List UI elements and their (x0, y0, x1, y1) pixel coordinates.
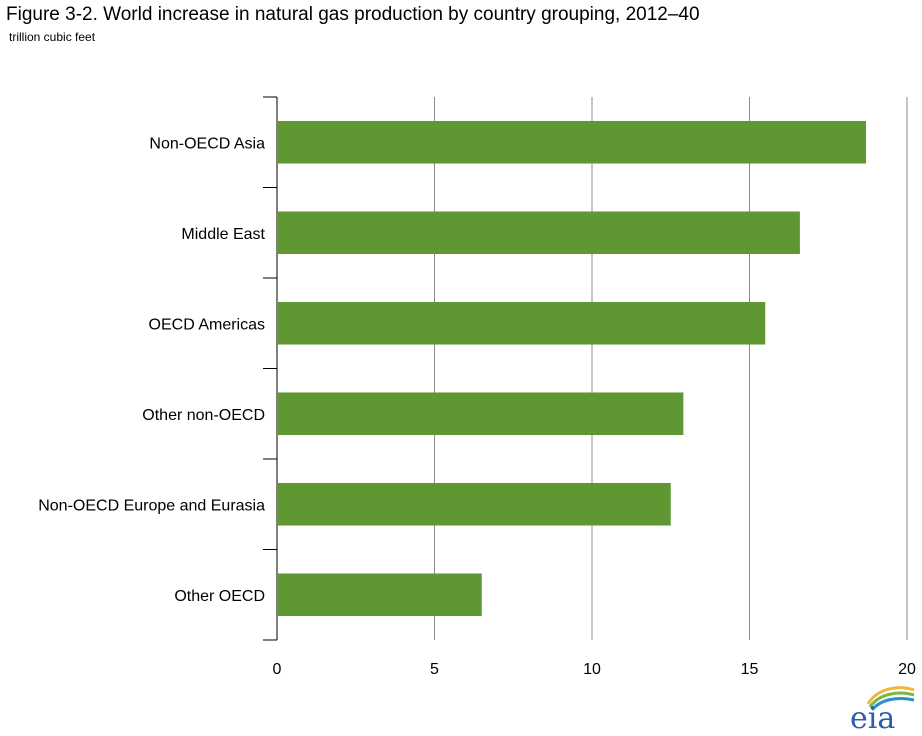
category-label-2: Middle East (181, 226, 265, 243)
bar-3 (278, 301, 766, 345)
bar-5 (278, 482, 671, 526)
x-tick-label-3: 15 (741, 661, 759, 678)
x-tick-label-2: 10 (583, 661, 601, 678)
chart-title: Figure 3-2. World increase in natural ga… (6, 4, 700, 25)
eia-logo-icon: eia (850, 686, 915, 732)
bar-6 (278, 573, 482, 617)
chart-subtitle: trillion cubic feet (9, 30, 96, 44)
x-tick-label-1: 5 (430, 661, 439, 678)
x-tick-label-0: 0 (273, 661, 282, 678)
x-tick-label-4: 20 (898, 661, 916, 678)
category-label-3: OECD Americas (149, 316, 265, 333)
category-label-5: Non-OECD Europe and Eurasia (38, 497, 265, 514)
category-label-4: Other non-OECD (142, 407, 265, 424)
logo-text: eia (850, 701, 895, 732)
category-label-6: Other OECD (174, 588, 265, 605)
bar-2 (278, 211, 800, 255)
category-label-1: Non-OECD Asia (149, 135, 265, 152)
bar-4 (278, 392, 684, 436)
bar-1 (278, 120, 867, 164)
